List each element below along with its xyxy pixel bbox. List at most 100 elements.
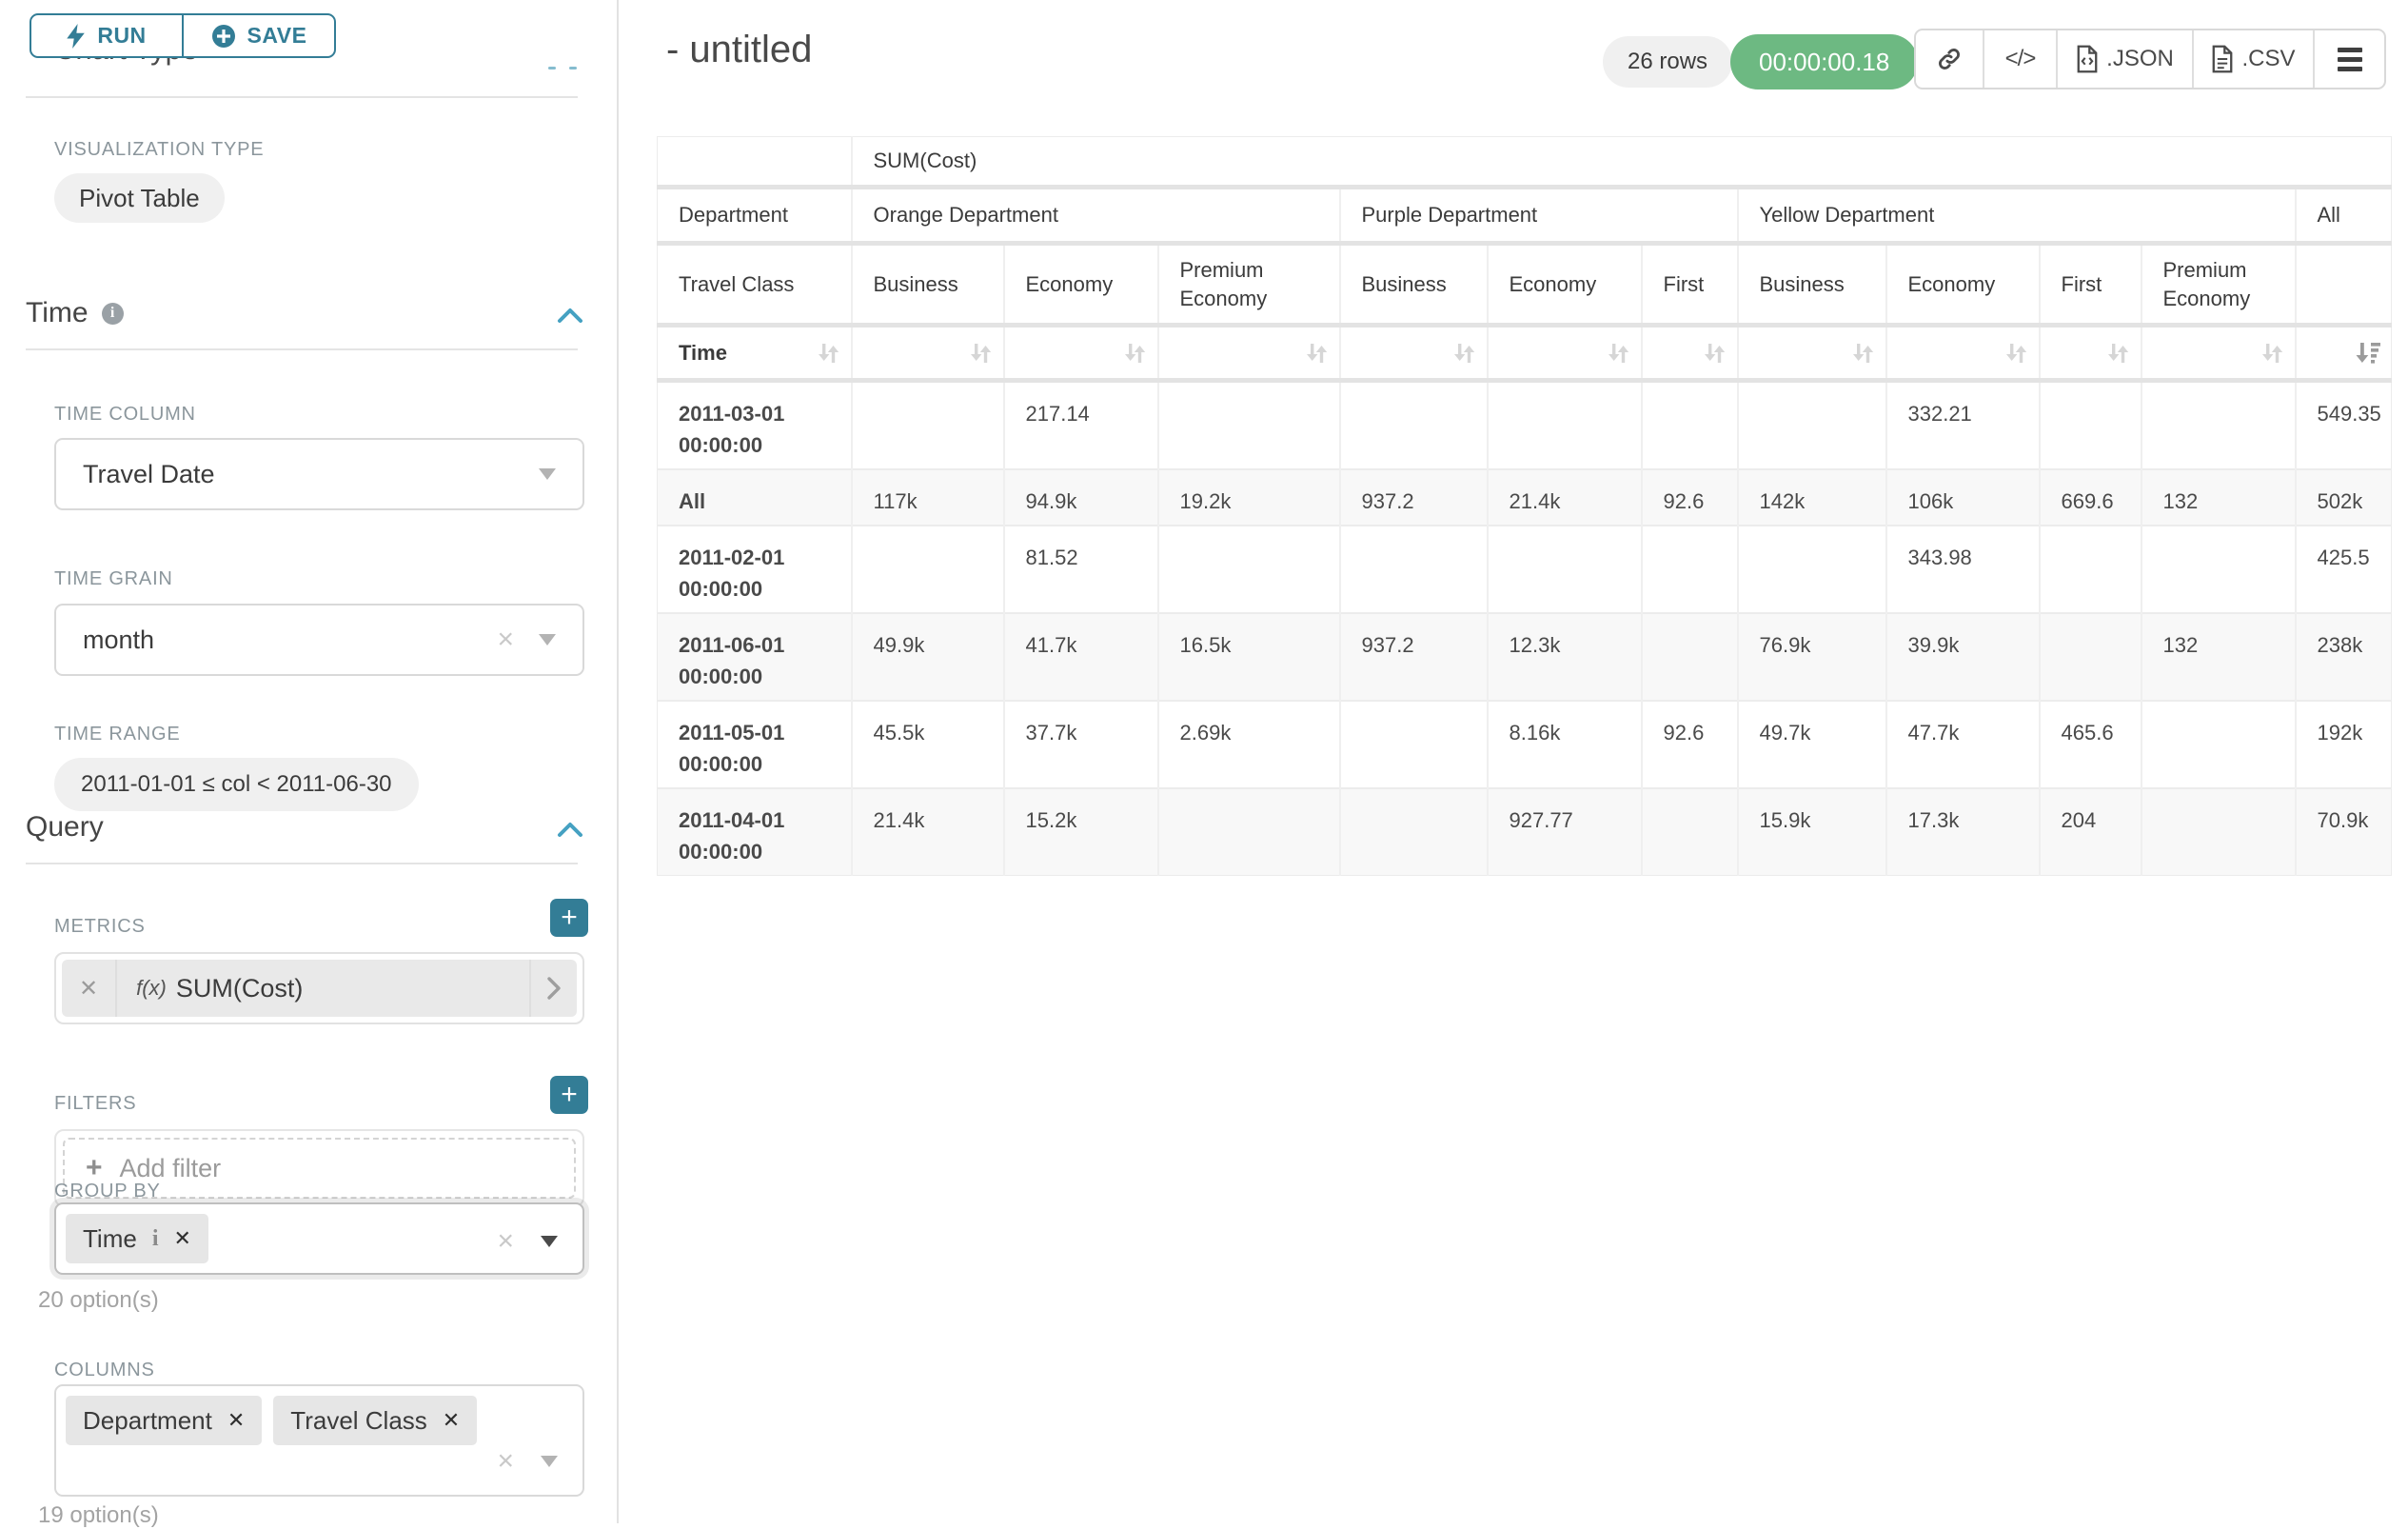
info-icon[interactable]: i	[152, 1226, 159, 1252]
pivot-cell	[2142, 701, 2296, 788]
pivot-sort-header	[852, 326, 1004, 381]
pivot-cell: 47.7k	[1886, 701, 2040, 788]
time-column-value: Travel Date	[83, 460, 215, 489]
pivot-row: 2011-03-01 00:00:00217.14332.21549.35	[658, 381, 2392, 470]
sort-desc-icon[interactable]	[2356, 341, 2381, 366]
pivot-cell: 465.6	[2040, 701, 2142, 788]
export-csv-label: .CSV	[2241, 46, 2295, 72]
chevron-down-icon[interactable]	[541, 1236, 558, 1247]
clear-icon[interactable]: ×	[497, 626, 514, 654]
hamburger-icon	[2338, 48, 2362, 71]
sort-icon[interactable]	[1850, 341, 1876, 366]
collapse-chevron-icon[interactable]	[556, 821, 584, 840]
menu-button[interactable]	[2313, 30, 2384, 88]
pivot-sort-header	[1886, 326, 2040, 381]
add-filter-placeholder: Add filter	[120, 1154, 222, 1183]
pivot-cell	[1340, 788, 1488, 876]
columns-options-hint: 19 option(s)	[38, 1502, 159, 1529]
pivot-col-header: Economy	[1488, 244, 1642, 326]
sort-icon[interactable]	[1702, 341, 1727, 366]
pivot-cell	[852, 381, 1004, 470]
add-metric-button[interactable]: +	[550, 899, 588, 937]
export-csv-button[interactable]: .CSV	[2192, 30, 2313, 88]
pivot-cell: 39.9k	[1886, 613, 2040, 701]
collapse-chevron-icon[interactable]	[556, 307, 584, 326]
time-range-pill[interactable]: 2011-01-01 ≤ col < 2011-06-30	[54, 758, 419, 811]
pivot-dim-label: Travel Class	[658, 244, 852, 326]
clear-icon[interactable]: ×	[497, 1227, 514, 1256]
sort-icon[interactable]	[2003, 341, 2029, 366]
metric-chip[interactable]: ✕ f(x) SUM(Cost)	[62, 960, 577, 1017]
query-section-title: Query	[26, 811, 104, 844]
query-section-header[interactable]: Query	[26, 811, 104, 844]
sort-icon[interactable]	[1606, 341, 1631, 366]
pivot-cell: 49.7k	[1738, 701, 1886, 788]
sort-icon[interactable]	[1122, 341, 1148, 366]
sort-icon[interactable]	[1304, 341, 1330, 366]
link-icon	[1936, 46, 1963, 72]
short-url-button[interactable]	[1916, 30, 1983, 88]
visualization-type-pill[interactable]: Pivot Table	[54, 173, 225, 223]
selected-option-chip[interactable]: Timei ✕	[66, 1214, 208, 1263]
time-column-select[interactable]: Travel Date	[54, 438, 584, 510]
pivot-cell	[2040, 381, 2142, 470]
chip-label: Department	[83, 1406, 212, 1436]
remove-chip-icon[interactable]: ✕	[227, 1408, 245, 1433]
pivot-cell: 192k	[2296, 701, 2392, 788]
chevron-down-icon	[539, 634, 556, 645]
time-grain-select[interactable]: month ×	[54, 604, 584, 676]
add-filter-button[interactable]: +	[550, 1076, 588, 1114]
group-by-select[interactable]: Timei ✕ ×	[54, 1202, 584, 1275]
metric-expand-segment[interactable]	[529, 960, 577, 1017]
run-button[interactable]: RUN	[31, 15, 182, 56]
chart-panel: - untitled 26 rows 00:00:00.18 </> .JSON…	[621, 0, 2408, 1523]
pivot-table: SUM(Cost)DepartmentOrange DepartmentPurp…	[657, 136, 2392, 876]
columns-label: COLUMNS	[54, 1360, 155, 1381]
visualization-type-label: VISUALIZATION TYPE	[54, 139, 264, 161]
info-icon[interactable]: i	[102, 303, 124, 325]
pivot-cell	[1642, 526, 1738, 613]
sort-icon[interactable]	[968, 341, 994, 366]
pivot-row-label: 2011-04-01 00:00:00	[658, 788, 852, 876]
chevron-down-icon[interactable]	[541, 1456, 558, 1467]
pivot-row-label: 2011-06-01 00:00:00	[658, 613, 852, 701]
view-query-button[interactable]: </>	[1983, 30, 2056, 88]
query-timer-badge: 00:00:00.18	[1730, 34, 1918, 89]
pivot-cell: 204	[2040, 788, 2142, 876]
chip-label: Time	[83, 1224, 137, 1254]
pivot-col-header: First	[1642, 244, 1738, 326]
remove-chip-icon[interactable]: ✕	[173, 1226, 190, 1251]
save-button[interactable]: SAVE	[182, 15, 334, 56]
pivot-cell: 132	[2142, 613, 2296, 701]
pivot-cell: 21.4k	[1488, 469, 1642, 526]
pivot-row: 2011-04-01 00:00:0021.4k15.2k927.7715.9k…	[658, 788, 2392, 876]
pivot-cell	[1340, 381, 1488, 470]
pivot-row: 2011-02-01 00:00:0081.52343.98425.5	[658, 526, 2392, 613]
columns-select[interactable]: Department ✕ Travel Class ✕ ×	[54, 1384, 584, 1497]
sort-icon[interactable]	[816, 341, 841, 366]
selected-option-chip[interactable]: Travel Class ✕	[273, 1396, 477, 1445]
pivot-col-header: Business	[1340, 244, 1488, 326]
pivot-cell: 2.69k	[1158, 701, 1340, 788]
pivot-cell: 92.6	[1642, 701, 1738, 788]
clear-icon[interactable]: ×	[497, 1447, 514, 1476]
chart-title[interactable]: - untitled	[666, 29, 812, 71]
sort-icon[interactable]	[2260, 341, 2285, 366]
sort-icon[interactable]	[1451, 341, 1477, 366]
chip-label: Travel Class	[290, 1406, 427, 1436]
pivot-cell	[1340, 701, 1488, 788]
time-grain-label: TIME GRAIN	[54, 568, 173, 590]
run-save-button-group: RUN SAVE	[30, 13, 336, 58]
time-section-header[interactable]: Time i	[26, 297, 124, 329]
remove-chip-icon[interactable]: ✕	[443, 1408, 460, 1433]
pivot-dim-label: Department	[658, 188, 852, 244]
remove-metric-icon[interactable]: ✕	[62, 960, 117, 1017]
time-grain-value: month	[83, 626, 154, 655]
pivot-cell: 142k	[1738, 469, 1886, 526]
selected-option-chip[interactable]: Department ✕	[66, 1396, 262, 1445]
sort-icon[interactable]	[2105, 341, 2131, 366]
plus-circle-icon	[211, 24, 236, 49]
export-json-button[interactable]: .JSON	[2056, 30, 2192, 88]
pivot-row-label: All	[658, 469, 852, 526]
pivot-cell: 41.7k	[1004, 613, 1158, 701]
